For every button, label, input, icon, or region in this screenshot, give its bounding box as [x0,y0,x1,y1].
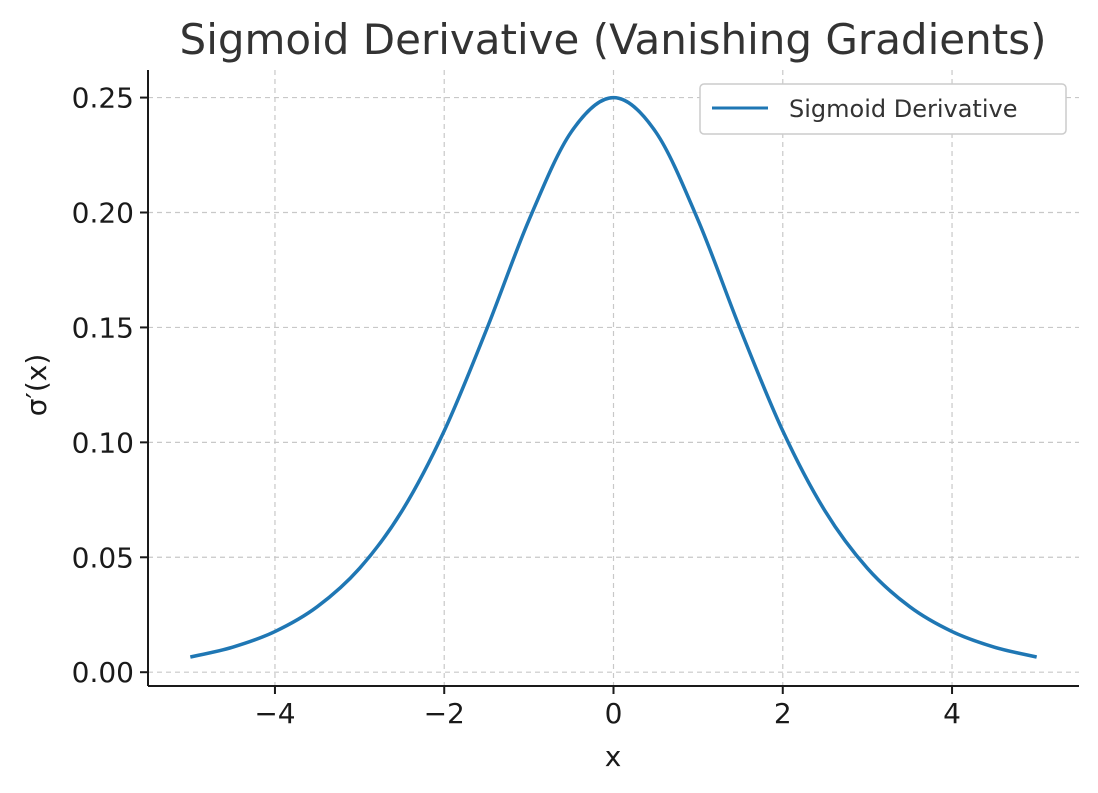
legend: Sigmoid Derivative [699,83,1067,135]
y-tick-label: 0.10 [72,426,134,459]
x-tick-label: 2 [774,697,792,730]
y-tick-label: 0.05 [72,541,134,574]
series-layer [189,95,1038,659]
y-tick-layer: 0.00 0.05 0.10 0.15 0.20 0.25 [72,82,148,689]
y-tick-label: 0.20 [72,197,134,230]
x-tick-layer: −4 −2 0 2 4 [254,686,961,730]
x-tick-label: 0 [605,697,623,730]
x-tick-label: 4 [943,697,961,730]
grid-layer [148,70,1079,686]
chart-title: Sigmoid Derivative (Vanishing Gradients) [180,15,1047,64]
legend-box [699,83,1067,135]
x-tick-label: −2 [424,697,465,730]
x-axis-label: x [605,740,622,773]
y-tick-label: 0.00 [72,656,134,689]
series-line-sigmoid-derivative [189,95,1038,659]
legend-label: Sigmoid Derivative [789,95,1017,123]
y-tick-label: 0.15 [72,311,134,344]
y-axis-label: σ′(x) [20,354,53,417]
y-tick-label: 0.25 [72,82,134,115]
x-tick-label: −4 [254,697,295,730]
